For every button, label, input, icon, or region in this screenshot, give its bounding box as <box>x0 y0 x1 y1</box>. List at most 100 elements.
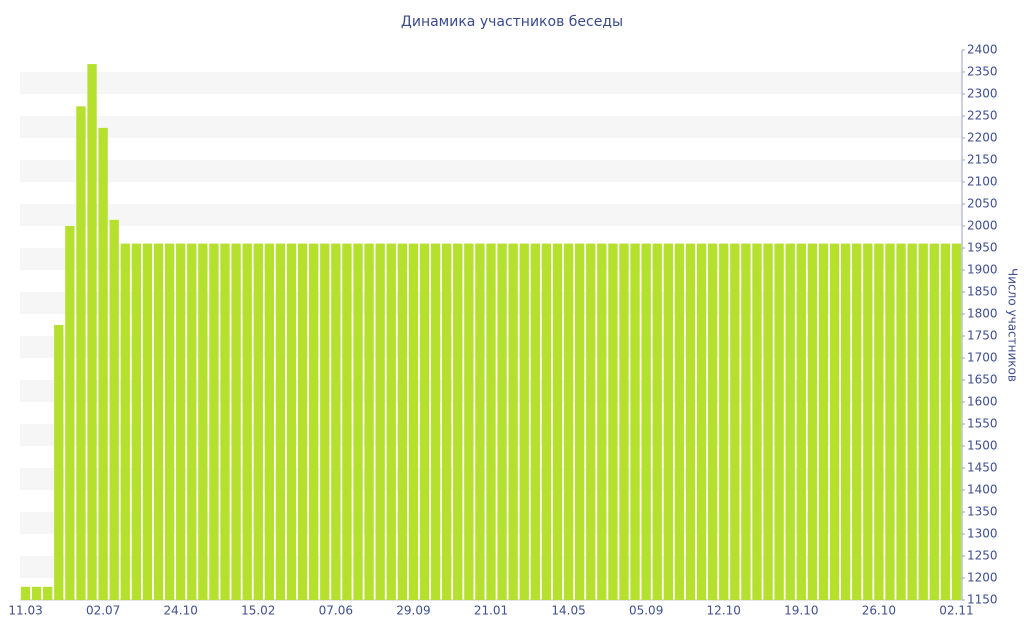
bar <box>719 243 729 600</box>
bar <box>475 243 485 600</box>
bar <box>153 243 164 600</box>
bar <box>419 243 430 600</box>
y-tick-label: 1350 <box>967 505 998 519</box>
bar <box>619 243 629 600</box>
bar <box>641 243 651 600</box>
y-tick-label: 1750 <box>967 329 998 343</box>
bar <box>253 243 263 600</box>
bar <box>98 127 108 600</box>
bar <box>918 243 928 600</box>
y-tick-label: 2150 <box>967 153 998 167</box>
bar <box>741 243 751 600</box>
x-tick-label: 14.05 <box>551 604 585 618</box>
y-tick-label: 2250 <box>967 109 998 123</box>
bar <box>264 243 275 600</box>
y-tick-label: 1700 <box>967 351 998 365</box>
bar <box>331 243 341 600</box>
grid-band <box>20 72 962 94</box>
bar <box>707 243 718 600</box>
bar <box>519 243 529 600</box>
y-tick-label: 1850 <box>967 285 998 299</box>
y-tick-label: 2100 <box>967 175 998 189</box>
x-tick-label: 12.10 <box>707 604 741 618</box>
x-tick-label: 29.09 <box>396 604 430 618</box>
bar <box>907 243 917 600</box>
bar <box>164 243 175 600</box>
y-tick-label: 1600 <box>967 395 998 409</box>
y-tick-label: 2400 <box>967 43 998 57</box>
x-tick-label: 15.02 <box>241 604 275 618</box>
bar <box>796 243 806 600</box>
bar <box>43 586 53 600</box>
bar <box>530 243 540 600</box>
bar <box>575 243 585 600</box>
bar <box>541 243 552 600</box>
grid-band <box>20 116 962 138</box>
bar <box>408 243 419 600</box>
bar <box>497 243 507 600</box>
bar <box>774 243 784 600</box>
y-tick-label: 1300 <box>967 527 998 541</box>
bar <box>508 243 518 600</box>
bar <box>453 243 463 600</box>
x-tick-label: 26.10 <box>862 604 896 618</box>
y-tick-label: 2000 <box>967 219 998 233</box>
bar <box>375 243 385 600</box>
bar <box>896 243 906 600</box>
bar <box>652 243 662 600</box>
bar <box>54 325 64 600</box>
bar <box>397 243 407 600</box>
chart-title: Динамика участников беседы <box>401 14 623 30</box>
bar <box>630 243 640 600</box>
bar <box>785 243 795 600</box>
x-tick-label: 07.06 <box>319 604 353 618</box>
bar <box>386 243 396 600</box>
bar <box>552 243 563 600</box>
y-tick-label: 1550 <box>967 417 998 431</box>
bar <box>763 243 773 600</box>
bar <box>464 243 474 600</box>
x-tick-label: 11.03 <box>8 604 42 618</box>
bar <box>353 243 363 600</box>
bar <box>275 243 286 600</box>
bar <box>142 243 153 600</box>
x-tick-label: 02.07 <box>86 604 120 618</box>
y-tick-label: 1800 <box>967 307 998 321</box>
bar <box>951 243 962 600</box>
bar <box>231 243 241 600</box>
bar <box>752 243 762 600</box>
x-tick-label: 02.11 <box>939 604 973 618</box>
x-tick-label: 21.01 <box>474 604 508 618</box>
y-tick-label: 1650 <box>967 373 998 387</box>
y-tick-label: 1950 <box>967 241 998 255</box>
bar <box>309 243 319 600</box>
bar <box>242 243 252 600</box>
bar <box>209 243 219 600</box>
bar <box>176 243 186 600</box>
bar <box>563 243 574 600</box>
bar <box>940 243 951 600</box>
bar <box>187 243 197 600</box>
bar <box>674 243 685 600</box>
bar <box>586 243 596 600</box>
y-tick-label: 1900 <box>967 263 998 277</box>
bar <box>829 243 840 600</box>
bar <box>885 243 895 600</box>
bar <box>840 243 851 600</box>
bar <box>20 586 31 600</box>
bar <box>818 243 829 600</box>
y-tick-label: 1250 <box>967 549 998 563</box>
y-tick-label: 1500 <box>967 439 998 453</box>
bar <box>198 243 208 600</box>
bar <box>65 226 75 600</box>
x-tick-label: 24.10 <box>164 604 198 618</box>
x-tick-label: 19.10 <box>784 604 818 618</box>
y-axis-title: Число участников <box>1006 268 1020 382</box>
bar <box>31 586 42 600</box>
bar <box>696 243 707 600</box>
bar <box>342 243 352 600</box>
y-tick-label: 1400 <box>967 483 998 497</box>
bar <box>874 243 884 600</box>
bar <box>297 243 308 600</box>
